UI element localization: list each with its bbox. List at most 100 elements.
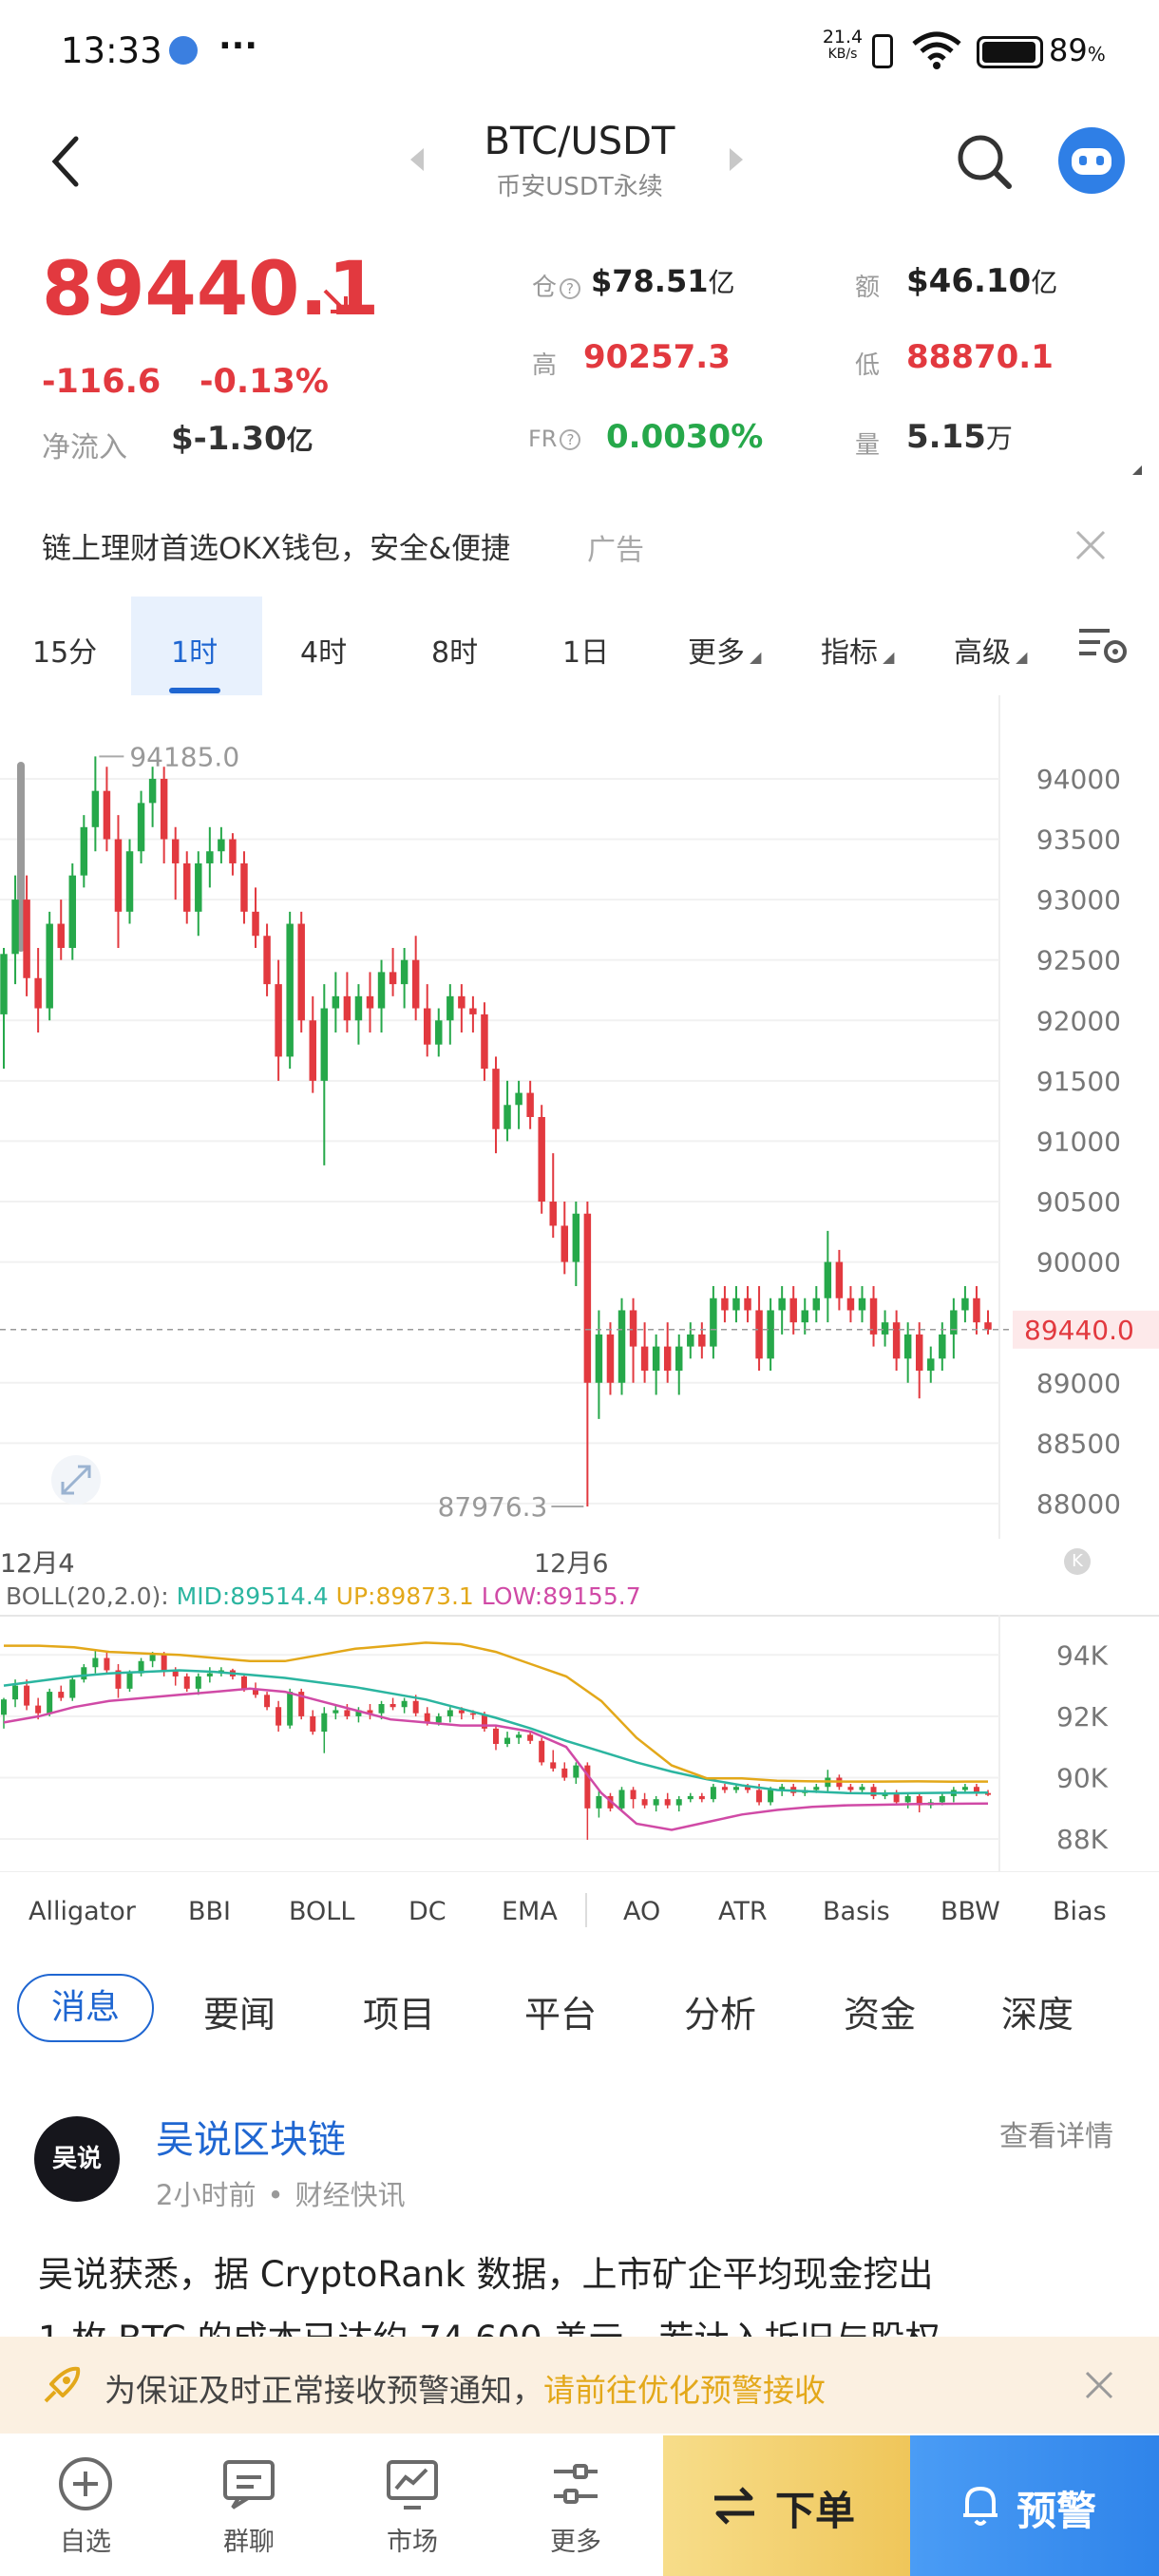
boll-candle-body <box>618 1790 625 1809</box>
news-tab-projects[interactable]: 项目 <box>363 1994 436 2036</box>
tab-1d[interactable]: 1日 <box>562 636 610 670</box>
ticker-panel: 89440.1 -116.6 -0.13% 净流入 $-1.30亿 仓? $78… <box>0 237 1159 484</box>
tab-4h[interactable]: 4时 <box>300 636 348 670</box>
indicator-dc[interactable]: DC <box>408 1897 446 1926</box>
news-item[interactable]: 吴说 吴说区块链 查看详情 2小时前 • 财经快讯 吴说获悉，据 CryptoRan… <box>0 2090 1159 2359</box>
boll-candle-body <box>469 1713 476 1715</box>
boll-chart[interactable]: 94K 92K 90K 88K <box>0 1615 1159 1871</box>
price-change: -116.6 <box>42 363 162 401</box>
y-tick-label: 91500 <box>1036 1066 1121 1097</box>
nav-group-chat[interactable]: 群聊 <box>182 2435 315 2576</box>
high-annotation: 94185.0 <box>129 741 239 772</box>
indicator-atr[interactable]: ATR <box>718 1897 768 1926</box>
news-tab-analysis[interactable]: 分析 <box>684 1994 757 2036</box>
tab-15m[interactable]: 15分 <box>32 636 98 670</box>
indicator-ao[interactable]: AO <box>623 1897 661 1926</box>
header: BTC/USDT 币安USDT永续 <box>0 104 1159 228</box>
boll-line-up <box>4 1641 989 1783</box>
candle-body <box>481 1013 488 1070</box>
pair-title[interactable]: BTC/USDT 币安USDT永续 <box>437 120 722 202</box>
chart-settings-icon[interactable] <box>1077 625 1130 667</box>
tab-8h[interactable]: 8时 <box>431 636 479 670</box>
chart-scrollbar <box>17 762 25 952</box>
indicator-bias[interactable]: Bias <box>1053 1897 1107 1926</box>
boll-candle-body <box>310 1715 316 1733</box>
notice-link[interactable]: 请前往优化预警接收 <box>543 2372 826 2409</box>
notice-close-icon[interactable] <box>1083 2369 1115 2401</box>
indicator-boll[interactable]: BOLL <box>289 1897 355 1926</box>
boll-candle-body <box>206 1673 213 1676</box>
indicator-alligator[interactable]: Alligator <box>28 1897 136 1926</box>
candle-body <box>252 911 259 937</box>
candle-body <box>721 1297 729 1311</box>
high-value: 90257.3 <box>583 338 731 376</box>
nav-more[interactable]: 更多 <box>509 2435 642 2576</box>
back-icon[interactable] <box>48 133 86 190</box>
boll-candle-body <box>344 1710 351 1716</box>
tab-1h[interactable]: 1时 <box>171 636 218 670</box>
tab-indicators[interactable]: 指标 ◢ <box>821 636 895 670</box>
news-author[interactable]: 吴说区块链 <box>156 2118 346 2162</box>
candle-body <box>0 954 8 1014</box>
boll-candle-body <box>756 1790 763 1803</box>
tab-advanced[interactable]: 高级 ◢ <box>954 636 1028 670</box>
y-tick-label: 92500 <box>1036 945 1121 976</box>
candle-body <box>343 995 352 1021</box>
candle-body <box>903 1334 912 1359</box>
search-icon[interactable] <box>954 131 1015 192</box>
boll-candle-body <box>584 1765 591 1809</box>
indicator-bbw[interactable]: BBW <box>940 1897 1000 1926</box>
reset-chart-icon[interactable]: K <box>1064 1548 1091 1575</box>
close-icon[interactable] <box>1074 528 1108 562</box>
browser-icon <box>169 36 198 65</box>
candle-body <box>560 1225 569 1262</box>
tab-more[interactable]: 更多 ◢ <box>688 636 762 670</box>
next-pair-icon[interactable] <box>730 148 743 171</box>
nav-watchlist[interactable]: 自选 <box>19 2435 152 2576</box>
indicator-basis[interactable]: Basis <box>823 1897 890 1926</box>
candle-body <box>789 1297 797 1323</box>
order-button[interactable]: 下单 <box>663 2435 910 2576</box>
candle-body <box>218 839 225 852</box>
boll-y-tick-label: 90K <box>1056 1763 1109 1794</box>
candle-body <box>103 790 111 840</box>
candle-body <box>778 1297 786 1311</box>
indicator-ema[interactable]: EMA <box>502 1897 558 1926</box>
nav-market[interactable]: 市场 <box>346 2435 479 2576</box>
candle-body <box>526 1092 534 1117</box>
news-tab-platforms[interactable]: 平台 <box>524 1994 598 2036</box>
boll-candle-body <box>768 1790 774 1803</box>
notice-bar[interactable]: 为保证及时正常接收预警通知，请前往优化预警接收 <box>0 2337 1159 2434</box>
boll-candle-body <box>698 1795 705 1800</box>
prev-pair-icon[interactable] <box>410 148 424 171</box>
news-tab-headlines[interactable]: 要闻 <box>203 1994 276 2036</box>
news-tab-messages[interactable]: 消息 <box>17 1974 154 2042</box>
amount-value: $46.10亿 <box>906 262 1058 300</box>
ad-banner[interactable]: 链上理财首选OKX钱包，安全&便捷 广告 <box>0 513 1159 579</box>
robot-avatar-icon[interactable] <box>1058 127 1125 194</box>
candle-body <box>640 1346 649 1372</box>
candle-body <box>549 1202 557 1226</box>
candle-chart[interactable]: 94000 93500 93000 92500 92000 91500 91000 90500… <box>0 695 1159 1579</box>
boll-y-tick-label: 92K <box>1056 1701 1109 1733</box>
boll-candle-body <box>412 1700 419 1714</box>
candle-body <box>366 995 374 1009</box>
boll-candle-body <box>104 1657 110 1671</box>
indicator-bbi[interactable]: BBI <box>188 1897 232 1926</box>
alert-button[interactable]: 预警 <box>910 2435 1159 2576</box>
news-tab-depth[interactable]: 深度 <box>1001 1994 1074 2036</box>
news-tab-funds[interactable]: 资金 <box>844 1994 917 2036</box>
notice-text: 为保证及时正常接收预警通知，请前往优化预警接收 <box>104 2372 826 2409</box>
boll-candle-body <box>58 1692 65 1698</box>
candle-body <box>195 862 202 912</box>
candle-body <box>675 1346 683 1372</box>
boll-candle-body <box>195 1676 201 1689</box>
add-circle-icon <box>59 2457 112 2510</box>
candle-body <box>171 839 180 863</box>
x-tick-label-2: 12月6 <box>534 1549 609 1579</box>
candle-body <box>354 995 363 1021</box>
candle-body <box>423 1008 431 1045</box>
bell-icon <box>963 2487 998 2526</box>
candle-body <box>858 1297 866 1311</box>
news-detail-link[interactable]: 查看详情 <box>999 2120 1113 2153</box>
